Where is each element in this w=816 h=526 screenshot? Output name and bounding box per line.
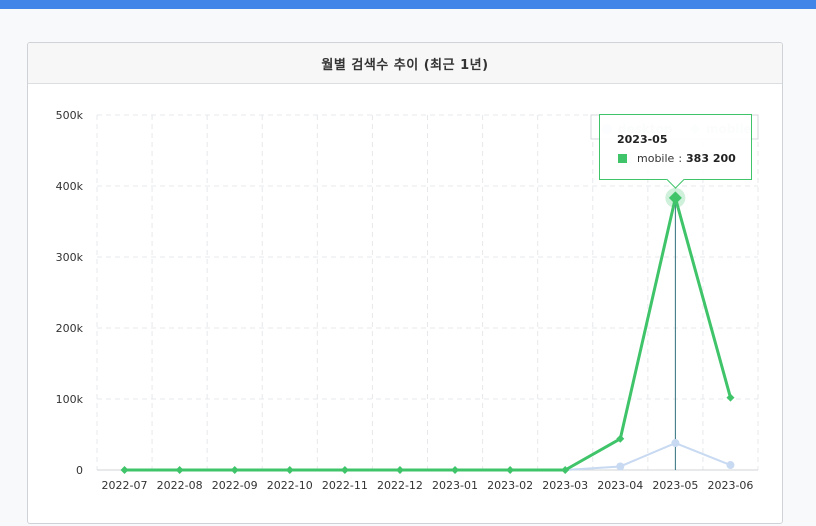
data-point-mobile[interactable]: [285, 466, 294, 474]
data-point-desktop[interactable]: [671, 439, 680, 448]
x-tick-label: 2022-08: [157, 479, 203, 492]
data-point-desktop[interactable]: [616, 462, 625, 471]
x-tick-label: 2022-12: [377, 479, 423, 492]
x-tick-label: 2023-03: [542, 479, 588, 492]
x-tick-label: 2023-02: [487, 479, 533, 492]
chart-tooltip: 2023-05 mobile : 383 200: [599, 114, 752, 180]
data-point-mobile[interactable]: [561, 466, 570, 474]
x-tick-label: 2022-10: [267, 479, 313, 492]
tooltip-row: mobile : 383 200: [618, 152, 736, 165]
top-bar: [0, 0, 816, 9]
x-tick-label: 2023-05: [652, 479, 698, 492]
chart-title: 월별 검색수 추이 (최근 1년): [28, 43, 782, 84]
tooltip-swatch: [618, 154, 627, 163]
tooltip-separator: :: [678, 152, 683, 165]
data-point-mobile[interactable]: [668, 191, 682, 205]
data-point-mobile[interactable]: [726, 393, 735, 402]
tooltip-title: 2023-05: [617, 133, 668, 146]
x-tick-label: 2022-11: [322, 479, 368, 492]
y-tick-label: 400k: [56, 180, 84, 193]
data-point-mobile[interactable]: [506, 466, 515, 474]
y-tick-label: 100k: [56, 393, 84, 406]
y-tick-label: 0: [76, 464, 83, 477]
series-line-mobile[interactable]: [124, 196, 732, 472]
tooltip-series-name: mobile: [637, 152, 675, 165]
data-point-mobile[interactable]: [616, 434, 625, 443]
data-point-mobile[interactable]: [340, 466, 349, 474]
series-line-desktop[interactable]: [124, 442, 731, 471]
tooltip-value: 383 200: [686, 152, 736, 165]
y-tick-label: 300k: [56, 251, 84, 264]
y-tick-label: 200k: [56, 322, 84, 335]
data-point-mobile[interactable]: [395, 466, 404, 474]
data-point-desktop[interactable]: [726, 461, 735, 470]
data-point-mobile[interactable]: [175, 466, 184, 474]
y-tick-label: 500k: [56, 109, 84, 122]
x-tick-label: 2023-06: [707, 479, 753, 492]
x-tick-label: 2023-01: [432, 479, 478, 492]
data-point-mobile[interactable]: [451, 466, 460, 474]
x-tick-label: 2022-07: [102, 479, 148, 492]
x-tick-label: 2022-09: [212, 479, 258, 492]
data-point-mobile[interactable]: [120, 466, 129, 474]
x-tick-label: 2023-04: [597, 479, 643, 492]
data-point-mobile[interactable]: [230, 466, 239, 474]
